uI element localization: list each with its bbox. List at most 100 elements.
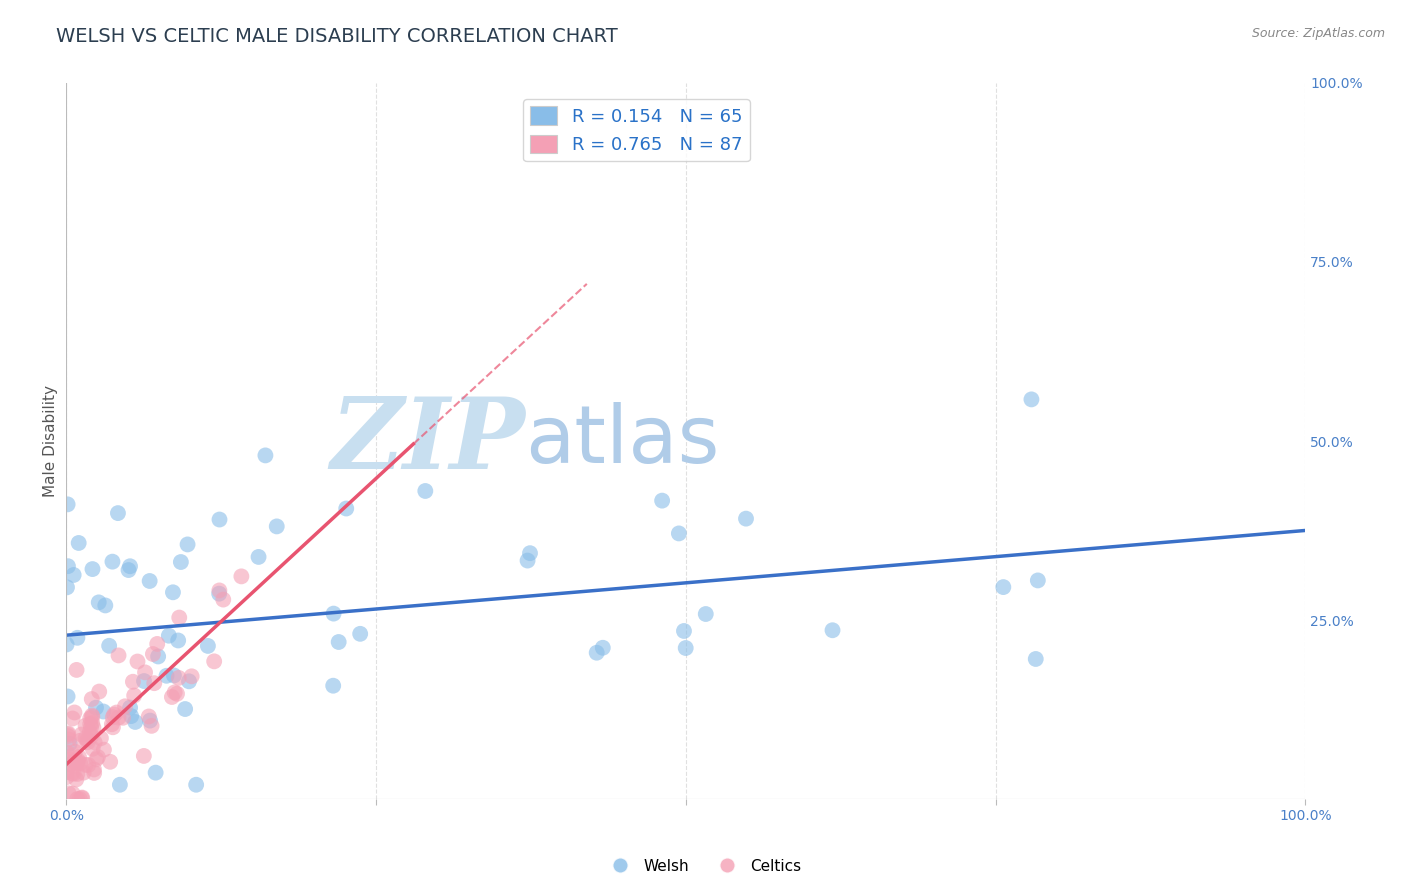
Point xyxy=(155,669,177,683)
Point xyxy=(349,627,371,641)
Point xyxy=(107,710,129,724)
Point xyxy=(1025,652,1047,666)
Y-axis label: Male Disability: Male Disability xyxy=(44,385,58,497)
Point xyxy=(167,610,190,624)
Point xyxy=(180,669,202,683)
Point xyxy=(79,725,101,739)
Point xyxy=(65,772,87,787)
Point xyxy=(174,702,197,716)
Point xyxy=(79,711,101,725)
Point xyxy=(66,753,89,767)
Point xyxy=(83,735,105,749)
Point xyxy=(56,559,79,574)
Point xyxy=(101,555,124,569)
Point xyxy=(413,483,436,498)
Point xyxy=(322,679,344,693)
Point xyxy=(176,537,198,551)
Point xyxy=(101,710,124,724)
Point xyxy=(75,758,97,772)
Text: WELSH VS CELTIC MALE DISABILITY CORRELATION CHART: WELSH VS CELTIC MALE DISABILITY CORRELAT… xyxy=(56,27,619,45)
Point xyxy=(145,765,167,780)
Point xyxy=(56,580,79,594)
Point xyxy=(56,690,79,704)
Point xyxy=(141,719,163,733)
Point xyxy=(138,709,160,723)
Point xyxy=(80,729,103,743)
Point xyxy=(76,732,98,747)
Point xyxy=(212,592,235,607)
Point xyxy=(134,665,156,680)
Point xyxy=(143,676,166,690)
Point xyxy=(163,668,186,682)
Point xyxy=(101,717,124,731)
Point xyxy=(585,646,607,660)
Point xyxy=(124,714,146,729)
Point xyxy=(98,755,121,769)
Point xyxy=(62,766,84,780)
Point xyxy=(247,549,270,564)
Point xyxy=(197,639,219,653)
Point xyxy=(118,559,141,574)
Point xyxy=(70,791,93,805)
Legend: Welsh, Celtics: Welsh, Celtics xyxy=(599,853,807,880)
Point xyxy=(695,607,717,621)
Point xyxy=(63,706,86,720)
Point xyxy=(117,563,139,577)
Point xyxy=(62,787,84,801)
Point xyxy=(75,719,97,733)
Point xyxy=(58,732,80,747)
Point xyxy=(56,729,79,743)
Point xyxy=(105,706,128,720)
Point xyxy=(107,506,129,520)
Point xyxy=(82,741,104,756)
Point xyxy=(160,690,183,704)
Point xyxy=(59,737,82,751)
Point xyxy=(55,770,77,784)
Text: Source: ZipAtlas.com: Source: ZipAtlas.com xyxy=(1251,27,1385,40)
Point xyxy=(84,700,107,714)
Point xyxy=(993,580,1015,594)
Point xyxy=(138,574,160,588)
Point xyxy=(62,568,84,582)
Point xyxy=(142,647,165,661)
Point xyxy=(157,629,180,643)
Text: ZIP: ZIP xyxy=(330,392,524,489)
Point xyxy=(66,631,89,645)
Point xyxy=(166,687,188,701)
Point xyxy=(94,599,117,613)
Point xyxy=(82,721,104,735)
Point xyxy=(120,709,142,723)
Point xyxy=(55,746,77,760)
Point xyxy=(79,717,101,731)
Point xyxy=(72,765,94,780)
Point xyxy=(56,497,79,511)
Point xyxy=(120,700,142,714)
Point xyxy=(77,758,100,772)
Point xyxy=(103,707,125,722)
Point xyxy=(101,720,124,734)
Point xyxy=(132,674,155,689)
Point xyxy=(55,637,77,651)
Point xyxy=(62,711,84,725)
Point xyxy=(167,671,190,685)
Point xyxy=(139,714,162,728)
Point xyxy=(1021,392,1043,407)
Point xyxy=(146,649,169,664)
Point xyxy=(186,778,208,792)
Point xyxy=(90,731,112,746)
Point xyxy=(67,750,90,764)
Point xyxy=(107,648,129,663)
Point xyxy=(93,742,115,756)
Point xyxy=(122,689,145,703)
Point xyxy=(76,735,98,749)
Point xyxy=(163,685,186,699)
Point xyxy=(672,624,695,638)
Point xyxy=(59,753,82,767)
Point xyxy=(58,726,80,740)
Point xyxy=(70,790,93,805)
Point xyxy=(80,692,103,706)
Point xyxy=(82,710,104,724)
Point xyxy=(1026,574,1049,588)
Point xyxy=(266,519,288,533)
Point xyxy=(519,546,541,560)
